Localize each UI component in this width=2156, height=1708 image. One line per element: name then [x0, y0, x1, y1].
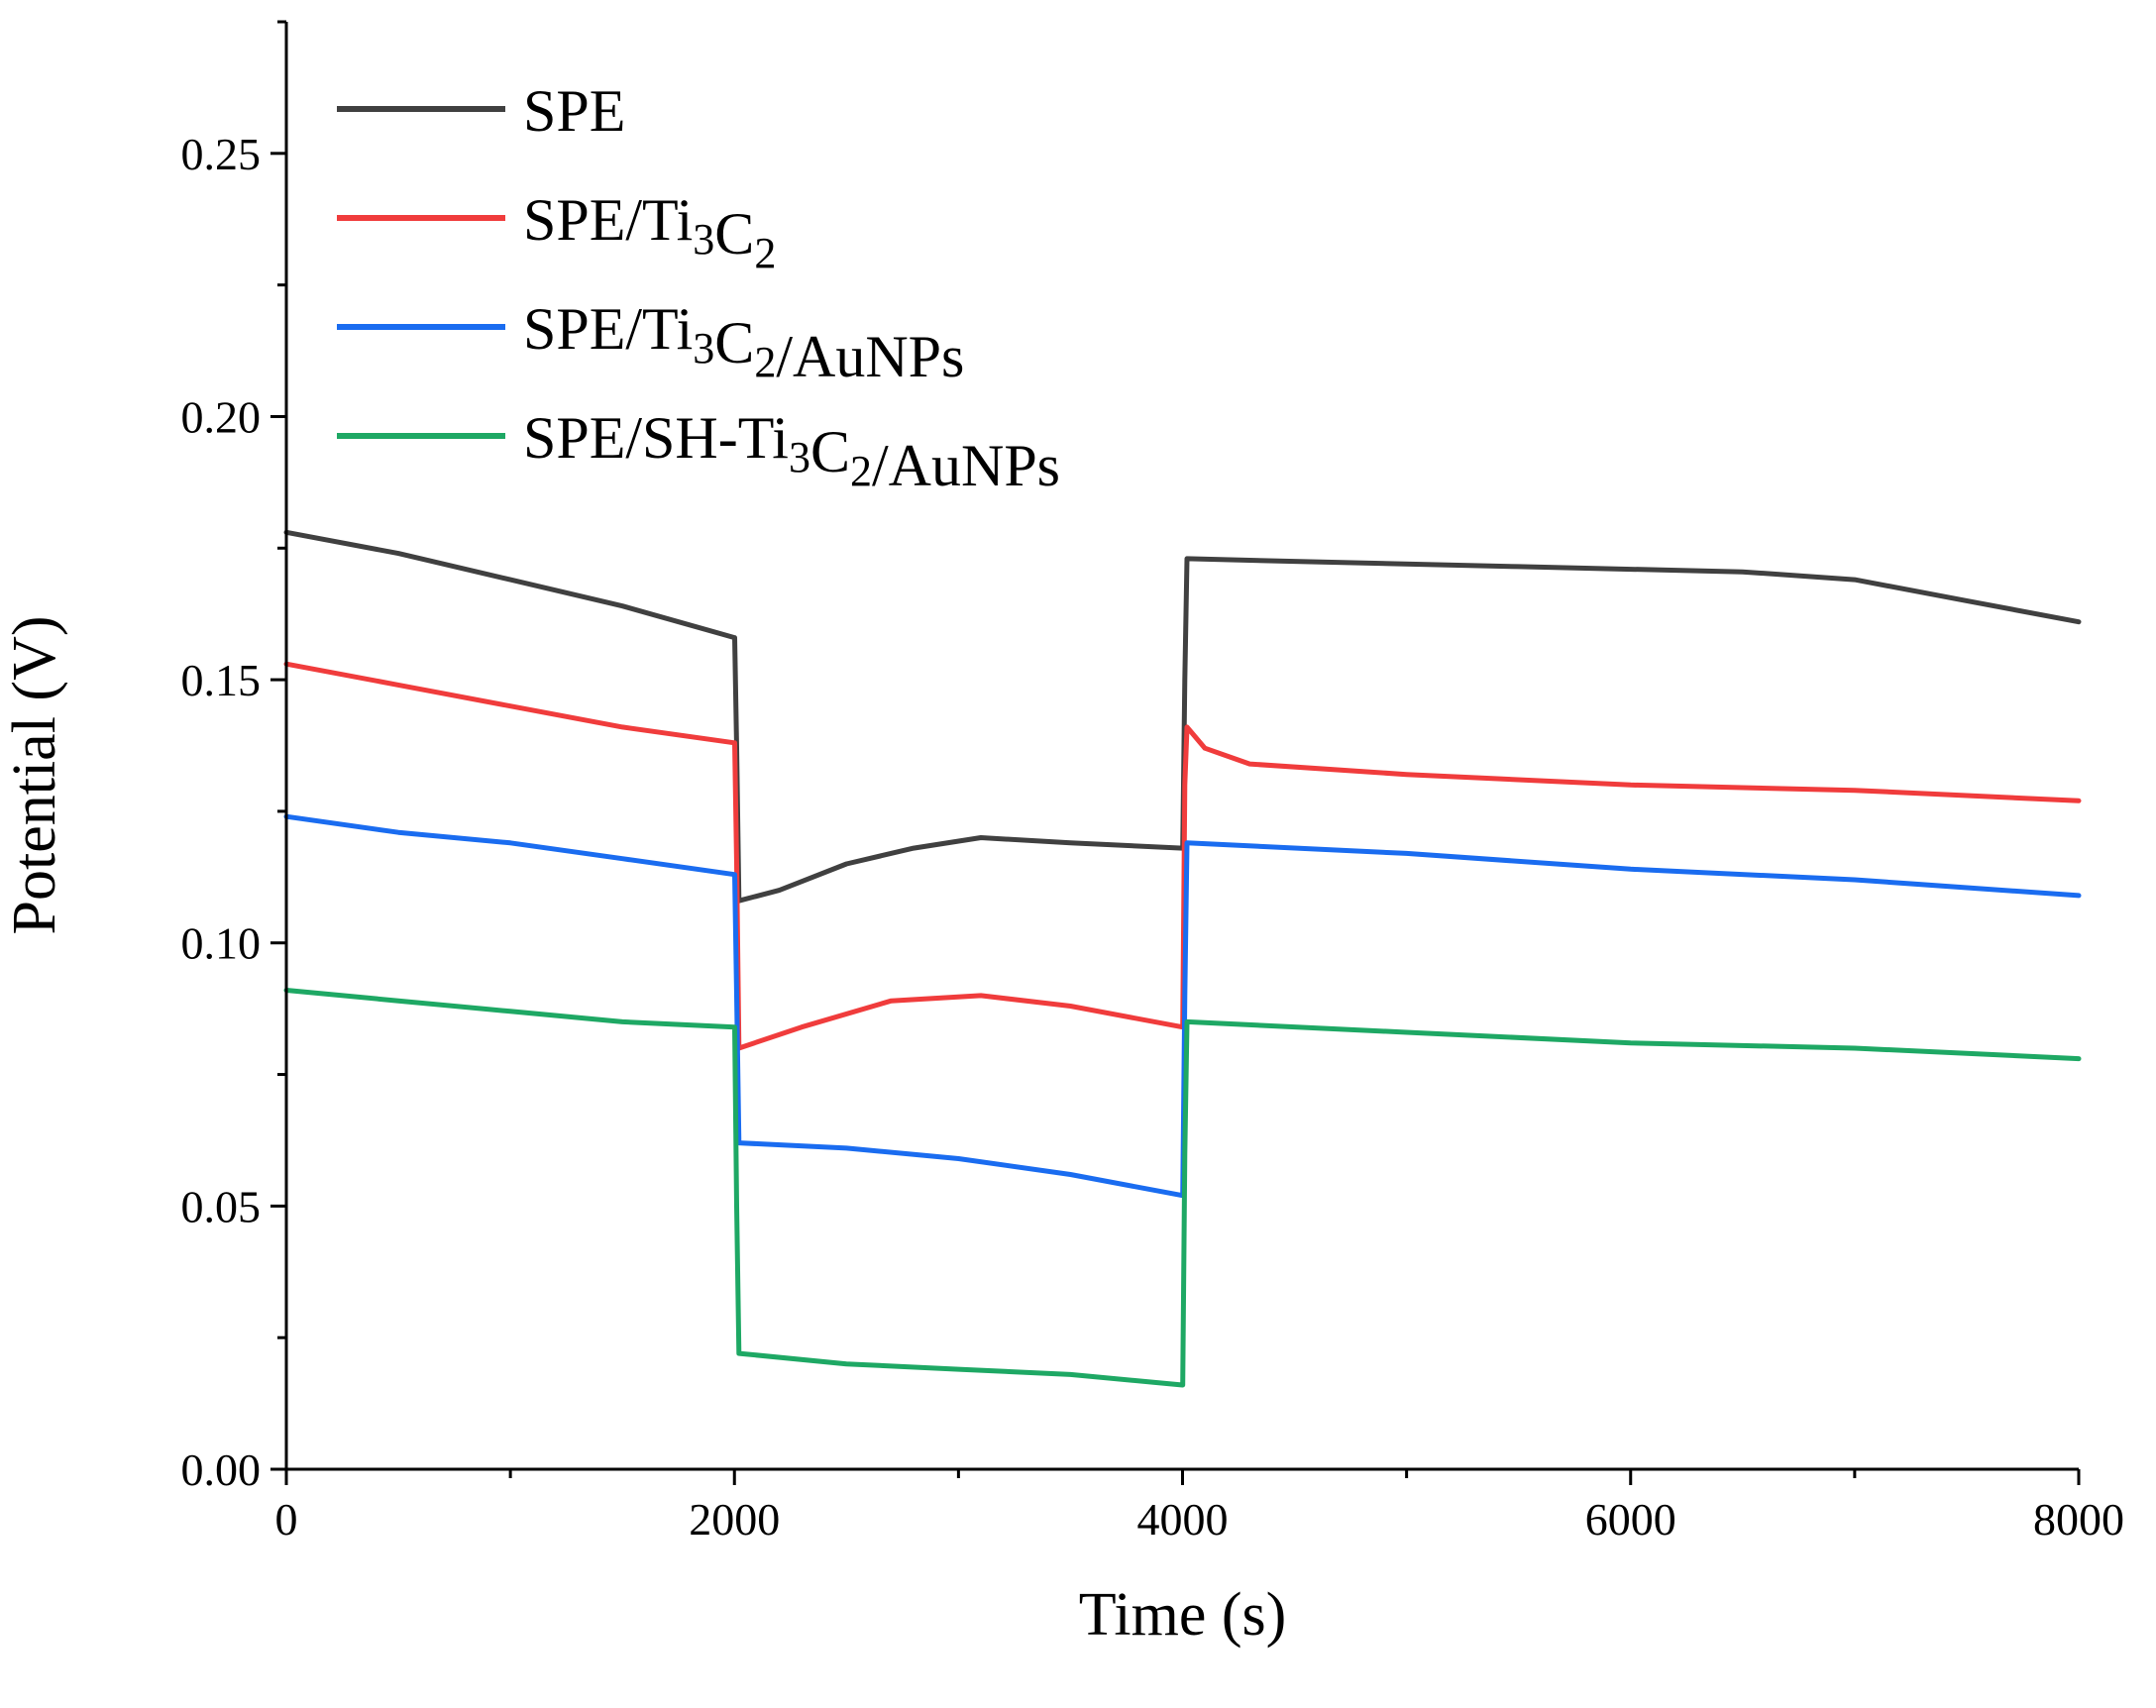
x-tick-label: 8000: [2033, 1494, 2124, 1545]
legend-item-spe: SPE: [337, 78, 625, 144]
x-tick-label: 0: [275, 1494, 298, 1545]
legend-label: SPE/Ti3C2/AuNPs: [523, 296, 964, 389]
legend-item-ti3c2_aunps: SPE/Ti3C2/AuNPs: [337, 296, 964, 389]
legend-item-ti3c2: SPE/Ti3C2: [337, 187, 776, 277]
plot-series: [283, 529, 2082, 1388]
series-line-ti3c2_aunps: [283, 813, 2082, 1199]
series-line-sh_ti3c2_aunps: [283, 988, 2082, 1388]
y-tick-label: 0.15: [181, 655, 262, 705]
series-line-spe: [283, 529, 2082, 904]
legend-label: SPE/SH-Ti3C2/AuNPs: [523, 405, 1060, 498]
x-axis: 0 2000 4000 6000 8000: [275, 1469, 2124, 1545]
y-axis-title: Potential (V): [1, 616, 68, 935]
x-tick-label: 2000: [689, 1494, 780, 1545]
y-tick-label: 0.00: [181, 1444, 262, 1495]
legend-label: SPE/Ti3C2: [523, 187, 776, 277]
legend-label: SPE: [523, 78, 625, 144]
x-axis-title: Time (s): [1079, 1581, 1287, 1649]
y-tick-label: 0.10: [181, 918, 262, 969]
y-tick-label: 0.25: [181, 129, 262, 179]
x-tick-label: 4000: [1137, 1494, 1229, 1545]
y-tick-label: 0.20: [181, 391, 262, 442]
legend: SPE SPE/Ti3C2 SPE/Ti3C2/AuNPs SPE/SH-Ti3C2/…: [337, 78, 1060, 498]
y-tick-label: 0.05: [181, 1181, 262, 1231]
y-axis: 0.00 0.05 0.10 0.15 0.20 0.25: [181, 20, 286, 1495]
legend-item-sh_ti3c2_aunps: SPE/SH-Ti3C2/AuNPs: [337, 405, 1060, 498]
x-tick-label: 6000: [1585, 1494, 1676, 1545]
series-line-ti3c2: [283, 661, 2082, 1051]
